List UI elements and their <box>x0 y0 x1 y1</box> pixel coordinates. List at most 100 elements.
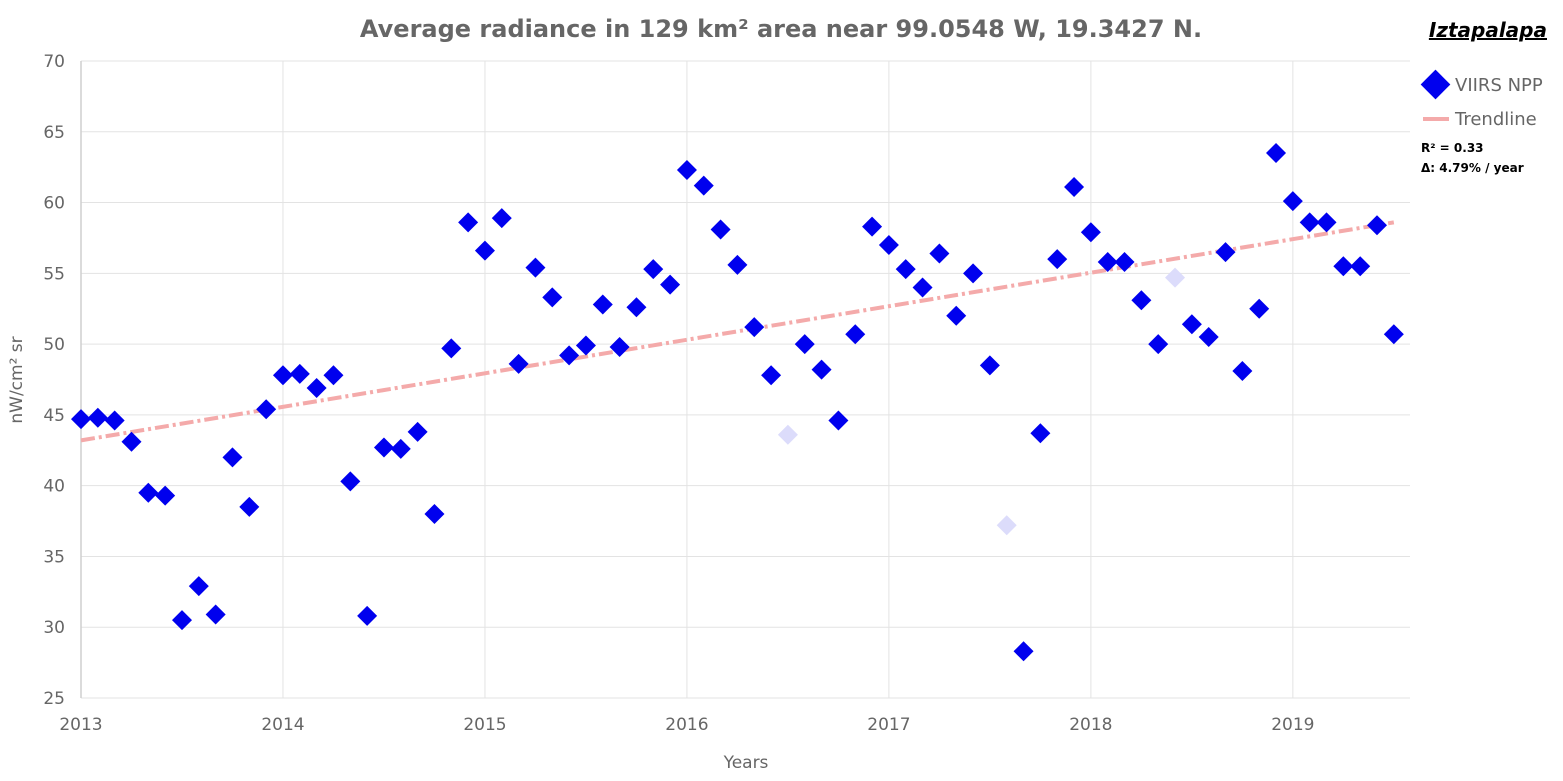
data-point <box>542 287 563 308</box>
data-point <box>946 305 967 326</box>
data-point <box>929 243 950 264</box>
data-point <box>1097 252 1118 273</box>
data-point <box>474 240 495 261</box>
data-point <box>895 259 916 280</box>
x-tick-label: 2019 <box>1271 715 1314 735</box>
data-point <box>912 277 933 298</box>
data-point <box>357 605 378 626</box>
data-point <box>744 317 765 338</box>
trendline <box>80 220 1395 443</box>
data-point <box>390 438 411 459</box>
data-point <box>1299 212 1320 233</box>
data-point <box>1232 361 1253 382</box>
data-point <box>1215 242 1236 263</box>
data-point <box>138 482 159 503</box>
data-point <box>1198 327 1219 348</box>
data-point <box>643 259 664 280</box>
data-point <box>424 503 445 524</box>
data-point <box>1350 256 1371 277</box>
y-tick-label: 50 <box>43 335 65 355</box>
data-point <box>1383 324 1404 345</box>
data-point <box>609 336 630 357</box>
data-point <box>121 431 142 452</box>
legend-label-viirs: VIIRS NPP <box>1455 75 1543 96</box>
x-tick-label: 2014 <box>261 715 304 735</box>
data-point <box>87 407 108 428</box>
data-point <box>222 447 243 468</box>
data-point <box>626 297 647 318</box>
data-point <box>239 496 260 517</box>
data-point-faded <box>777 424 798 445</box>
data-point <box>71 409 91 430</box>
x-tick-label: 2016 <box>665 715 708 735</box>
y-tick-label: 70 <box>43 52 65 72</box>
data-point <box>373 437 394 458</box>
y-tick-label: 30 <box>43 618 65 638</box>
data-point <box>1064 176 1085 197</box>
data-point <box>1181 314 1202 335</box>
data-point <box>491 208 512 229</box>
data-point-faded <box>1165 267 1186 288</box>
data-point <box>1367 215 1388 236</box>
data-point <box>1316 212 1337 233</box>
data-point-faded <box>996 515 1017 536</box>
data-point <box>205 604 226 625</box>
data-point <box>761 365 782 386</box>
data-point <box>1030 423 1051 444</box>
data-point <box>559 345 580 366</box>
data-point <box>1148 334 1169 355</box>
x-tick-label: 2017 <box>867 715 910 735</box>
r-squared-annotation: R² = 0.33 <box>1421 141 1484 155</box>
data-point <box>845 324 866 345</box>
data-point <box>1266 143 1287 164</box>
data-point <box>306 377 327 398</box>
data-point <box>1114 252 1135 273</box>
data-point <box>794 334 815 355</box>
data-point <box>1249 298 1270 319</box>
data-point <box>862 216 883 237</box>
data-point <box>1047 249 1068 270</box>
data-point <box>693 175 714 196</box>
legend: VIIRS NPP Trendline R² = 0.33 Δ: 4.79% /… <box>1420 69 1543 175</box>
data-point <box>458 212 479 233</box>
trendline-path <box>80 220 1395 443</box>
data-point <box>340 471 361 492</box>
x-axis-ticks: 2013 2014 2015 2016 2017 2018 2019 <box>59 715 1314 735</box>
data-point <box>525 257 546 278</box>
data-point <box>710 219 731 240</box>
data-point <box>171 610 192 631</box>
data-point <box>272 365 293 386</box>
data-point <box>660 274 681 295</box>
data-point <box>104 410 125 431</box>
data-point <box>323 365 344 386</box>
x-tick-label: 2015 <box>463 715 506 735</box>
data-point <box>575 335 596 356</box>
y-tick-label: 40 <box>43 477 65 497</box>
delta-annotation: Δ: 4.79% / year <box>1421 161 1524 175</box>
y-axis-ticks: 25 30 35 40 45 50 55 60 65 70 <box>43 52 65 709</box>
data-point <box>1013 641 1034 662</box>
place-name: Iztapalapa <box>1429 18 1547 42</box>
data-point <box>1080 222 1101 243</box>
data-point <box>1333 256 1354 277</box>
data-point <box>676 159 697 180</box>
data-point <box>979 355 1000 376</box>
data-point <box>592 294 613 315</box>
legend-label-trendline: Trendline <box>1454 109 1537 130</box>
y-axis-label: nW/cm² sr <box>7 336 27 423</box>
data-point <box>407 421 428 442</box>
data-point <box>188 576 209 597</box>
data-point <box>828 410 849 431</box>
data-point <box>441 338 462 359</box>
y-tick-label: 65 <box>43 123 65 143</box>
data-point <box>811 359 832 380</box>
x-tick-label: 2013 <box>59 715 102 735</box>
data-point <box>727 254 748 275</box>
y-tick-label: 55 <box>43 264 65 284</box>
data-points <box>71 143 1404 662</box>
data-point <box>289 363 310 384</box>
data-point <box>508 353 529 374</box>
x-tick-label: 2018 <box>1069 715 1112 735</box>
x-axis-label: Years <box>723 753 769 773</box>
